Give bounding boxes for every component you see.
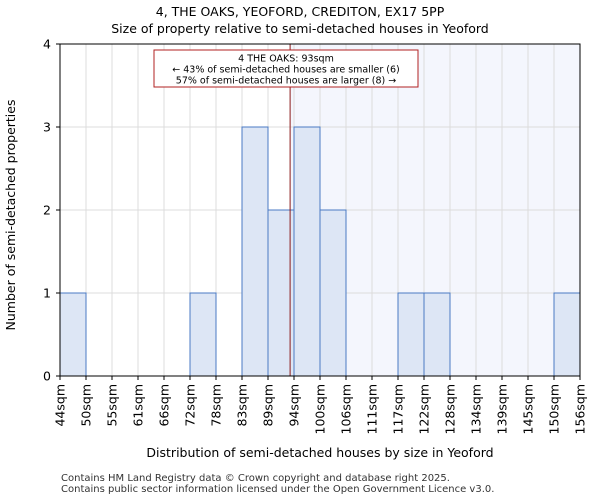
- x-tick-label-94sqm: 94sqm: [287, 384, 302, 427]
- bar-72sqm: [189, 292, 217, 377]
- x-tick-label-106sqm: 106sqm: [339, 384, 354, 434]
- x-axis-label: Distribution of semi-detached houses by …: [146, 445, 493, 460]
- x-tick-label-128sqm: 128sqm: [443, 384, 458, 434]
- footer-licence: Contains public sector information licen…: [61, 484, 495, 495]
- y-tick-label-1: 1: [43, 286, 51, 301]
- y-tick-label-2: 2: [43, 203, 51, 218]
- x-tick-label-83sqm: 83sqm: [235, 384, 250, 427]
- y-tick-label-4: 4: [43, 37, 51, 52]
- x-tick-label-122sqm: 122sqm: [417, 384, 432, 434]
- x-tick-label-61sqm: 61sqm: [131, 384, 146, 427]
- annotation-line-1: 4 THE OAKS: 93sqm: [238, 54, 334, 65]
- chart-subtitle: Size of property relative to semi-detach…: [111, 21, 489, 36]
- x-tick-label-66sqm: 66sqm: [157, 384, 172, 427]
- bar-94sqm: [293, 126, 321, 377]
- x-axis-ticks: 44sqm 50sqm 55sqm 61sqm 66sqm 72sqm 78sqm 83sqm…: [53, 376, 588, 434]
- x-tick-label-150sqm: 150sqm: [547, 384, 562, 434]
- x-tick-label-55sqm: 55sqm: [105, 384, 120, 427]
- annotation-frame: [153, 49, 419, 88]
- x-tick-label-111sqm: 111sqm: [365, 384, 380, 434]
- bar-44sqm: [59, 292, 87, 377]
- annotation-box: 4 THE OAKS: 93sqm ← 43% of semi-detached…: [153, 49, 419, 88]
- x-tick-label-134sqm: 134sqm: [469, 384, 484, 434]
- bar-150sqm: [553, 292, 581, 377]
- y-axis-ticks: 0 1 2 3 4: [43, 37, 60, 384]
- x-tick-label-139sqm: 139sqm: [495, 384, 510, 434]
- x-tick-label-44sqm: 44sqm: [53, 384, 68, 427]
- chart-title: 4, THE OAKS, YEOFORD, CREDITON, EX17 5PP: [155, 4, 445, 19]
- x-tick-label-156sqm: 156sqm: [573, 384, 588, 434]
- annotation-line-2: ← 43% of semi-detached houses are smalle…: [172, 65, 400, 76]
- x-tick-label-89sqm: 89sqm: [261, 384, 276, 427]
- y-tick-label-3: 3: [43, 120, 51, 135]
- x-tick-label-117sqm: 117sqm: [391, 384, 406, 434]
- y-axis-label: Number of semi-detached properties: [3, 100, 18, 331]
- x-tick-label-72sqm: 72sqm: [183, 384, 198, 427]
- footer-copyright: Contains HM Land Registry data © Crown c…: [61, 473, 450, 484]
- bar-117sqm: [397, 292, 425, 377]
- bar-83sqm: [241, 126, 269, 377]
- x-tick-label-50sqm: 50sqm: [79, 384, 94, 427]
- x-tick-label-78sqm: 78sqm: [209, 384, 224, 427]
- bar-122sqm: [423, 292, 451, 377]
- x-tick-label-100sqm: 100sqm: [313, 384, 328, 434]
- bar-100sqm: [319, 209, 347, 377]
- x-tick-label-145sqm: 145sqm: [521, 384, 536, 434]
- y-tick-label-0: 0: [43, 369, 51, 384]
- annotation-line-3: 57% of semi-detached houses are larger (…: [176, 76, 396, 87]
